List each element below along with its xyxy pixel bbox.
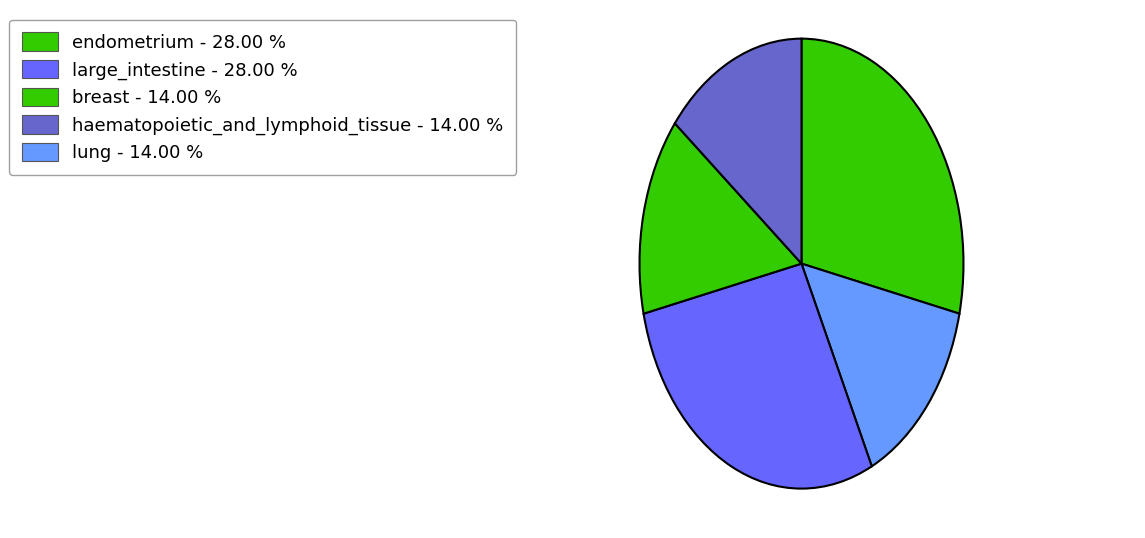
Wedge shape bbox=[802, 264, 960, 466]
Wedge shape bbox=[643, 264, 871, 489]
Legend: endometrium - 28.00 %, large_intestine - 28.00 %, breast - 14.00 %, haematopoiet: endometrium - 28.00 %, large_intestine -… bbox=[9, 20, 516, 175]
Wedge shape bbox=[674, 39, 802, 264]
Wedge shape bbox=[640, 123, 802, 314]
Wedge shape bbox=[802, 39, 963, 314]
